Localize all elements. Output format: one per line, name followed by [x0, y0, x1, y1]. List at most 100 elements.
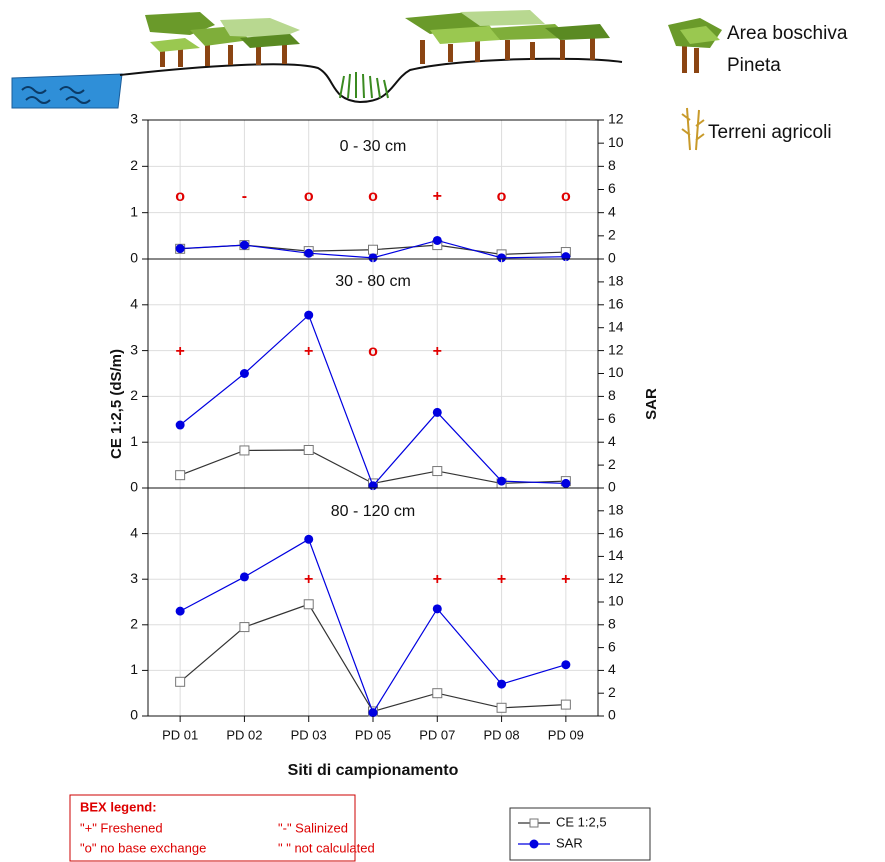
bex-label: o: [304, 188, 314, 205]
marker-square: [303, 599, 314, 610]
marker-circle: [239, 572, 249, 582]
x-tick-label: PD 05: [355, 727, 391, 742]
canopies: [145, 10, 610, 52]
bex-label: +: [561, 571, 570, 588]
legend-tree-icon: [668, 18, 722, 73]
legend-label: SAR: [556, 835, 583, 850]
y2-tick-label: 10: [608, 593, 624, 609]
marker-circle: [175, 606, 185, 616]
y2-tick-label: 10: [608, 134, 624, 150]
y-tick-label: 1: [130, 203, 138, 219]
legend-text: Pineta: [727, 55, 781, 76]
y2-tick-label: 2: [608, 456, 616, 472]
waves: [21, 86, 91, 104]
x-tick-label: PD 03: [291, 727, 327, 742]
y-tick-label: 3: [130, 111, 138, 127]
y2-tick-label: 10: [608, 364, 624, 380]
marker-circle: [497, 679, 507, 689]
marker-circle: [368, 253, 378, 263]
marker-circle: [304, 248, 314, 258]
y2-tick-label: 0: [608, 479, 616, 495]
y-tick-label: 3: [130, 341, 138, 357]
y2-tick-label: 12: [608, 570, 624, 586]
y-tick-label: 0: [130, 707, 138, 723]
bex-label: o: [368, 343, 378, 360]
bex-label: +: [304, 343, 313, 360]
y-tick-label: 3: [130, 570, 138, 586]
y2-tick-label: 4: [608, 203, 616, 219]
bex-legend-box: [69, 794, 356, 862]
y2-tick-label: 12: [608, 111, 624, 127]
marker-circle: [497, 253, 507, 263]
y2-tick-label: 18: [608, 273, 624, 289]
x-tick-label: PD 08: [484, 727, 520, 742]
marker-square: [432, 466, 443, 477]
y-tick-label: 1: [130, 433, 138, 449]
crops: [339, 72, 389, 99]
legend-crop-icon: [681, 107, 705, 151]
marker-circle: [561, 660, 571, 670]
marker-square: [496, 702, 507, 713]
y2-tick-label: 14: [608, 547, 624, 563]
legend-label: CE 1:2,5: [556, 814, 607, 829]
y2-axis-title: SAR: [643, 388, 660, 420]
y-tick-label: 0: [130, 479, 138, 495]
panel-title: 80 - 120 cm: [331, 503, 415, 520]
marker-square: [239, 622, 250, 633]
y2-tick-label: 6: [608, 410, 616, 426]
series-legend-box: [509, 807, 651, 861]
bex-legend-item: "-" Salinized: [278, 820, 348, 835]
marker-square: [560, 699, 571, 710]
y-axis-title: CE 1:2,5 (dS/m): [108, 349, 125, 459]
bex-legend: BEX legend: "+" Freshened "-" Salinized …: [69, 794, 375, 862]
y2-tick-label: 14: [608, 318, 624, 334]
marker-circle: [175, 420, 185, 430]
y2-tick-label: 12: [608, 341, 624, 357]
marker-circle: [561, 478, 571, 488]
y2-tick-label: 6: [608, 180, 616, 196]
y-tick-label: 2: [130, 387, 138, 403]
y2-tick-label: 16: [608, 524, 624, 540]
marker-circle: [432, 407, 442, 417]
marker-square: [368, 244, 378, 255]
marker-square: [175, 470, 186, 481]
x-tick-label: PD 01: [162, 727, 198, 742]
y2-tick-label: 0: [608, 250, 616, 266]
marker-circle: [368, 708, 378, 718]
y-tick-label: 2: [130, 157, 138, 173]
panel-title: 0 - 30 cm: [340, 138, 407, 155]
bex-label: +: [433, 343, 442, 360]
y2-tick-label: 4: [608, 433, 616, 449]
bex-label: +: [497, 571, 506, 588]
marker-square: [175, 676, 186, 687]
bex-label: o: [368, 188, 378, 205]
bex-label: +: [304, 571, 313, 588]
marker-square: [303, 444, 314, 455]
x-tick-label: PD 07: [419, 727, 455, 742]
bex-label: +: [433, 188, 442, 205]
y2-tick-label: 18: [608, 502, 624, 518]
legend-text: Terreni agricoli: [708, 122, 832, 143]
legend-marker: [529, 839, 539, 849]
y-tick-label: 1: [130, 661, 138, 677]
x-tick-label: PD 02: [226, 727, 262, 742]
legend-text: Area boschiva: [727, 23, 848, 44]
y2-tick-label: 8: [608, 616, 616, 632]
legend-marker: [529, 818, 539, 828]
marker-circle: [175, 244, 185, 254]
y-tick-label: 0: [130, 250, 138, 266]
bex-legend-title: BEX legend:: [80, 799, 157, 814]
bex-label: +: [175, 343, 184, 360]
y2-tick-label: 16: [608, 296, 624, 312]
x-axis-title: Siti di campionamento: [288, 762, 459, 779]
panel-title: 30 - 80 cm: [335, 273, 411, 290]
y2-tick-label: 2: [608, 227, 616, 243]
marker-circle: [432, 604, 442, 614]
y2-tick-label: 2: [608, 684, 616, 700]
marker-circle: [304, 310, 314, 320]
y-tick-label: 2: [130, 616, 138, 632]
marker-circle: [239, 240, 249, 250]
marker-square: [432, 688, 443, 699]
y-tick-label: 4: [130, 524, 138, 540]
